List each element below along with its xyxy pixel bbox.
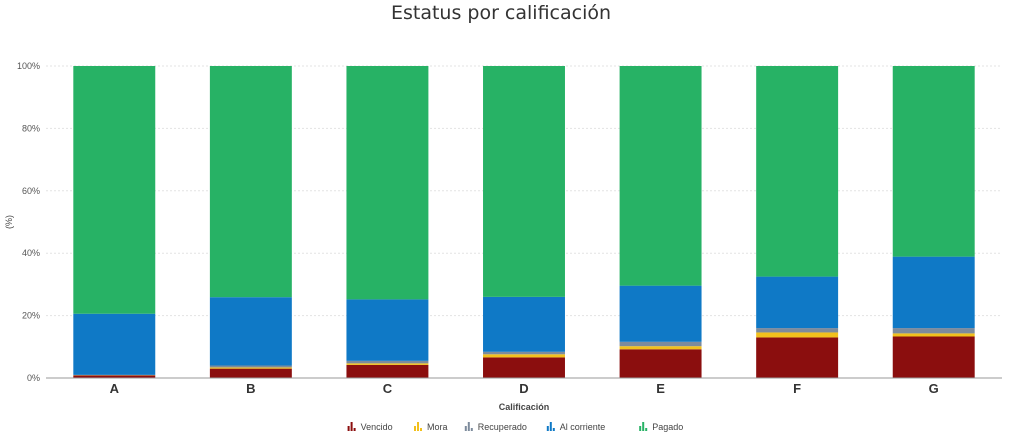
legend-label: Al corriente <box>560 422 606 432</box>
bar-segment-recuperado[interactable] <box>483 351 565 355</box>
legend-item[interactable]: Recuperado <box>464 422 527 432</box>
bar-segment-al-corriente[interactable] <box>756 276 839 329</box>
bar-chart-icon <box>546 422 555 431</box>
bar-segment-pagado[interactable] <box>73 66 156 314</box>
bar-segment-vencido[interactable] <box>346 364 429 378</box>
bar-segment-mora[interactable] <box>619 346 702 350</box>
bar-chart-icon <box>464 422 473 431</box>
bar-segment-vencido[interactable] <box>756 337 839 378</box>
x-tick-label: G <box>929 381 939 396</box>
x-tick-label: E <box>656 381 665 396</box>
legend-item[interactable]: Al corriente <box>546 422 606 432</box>
bar-segment-mora[interactable] <box>346 363 429 365</box>
bar-chart-icon <box>414 422 422 431</box>
bars <box>73 66 975 378</box>
y-tick-label: 100% <box>17 61 40 71</box>
x-tick-label: A <box>110 381 120 396</box>
bar-segment-vencido[interactable] <box>619 349 702 378</box>
bar-segment-mora[interactable] <box>892 333 975 337</box>
chart-title: Estatus por calificación <box>391 2 611 24</box>
bar-segment-al-corriente[interactable] <box>619 285 702 342</box>
y-tick-label: 0% <box>27 373 40 383</box>
legend-label: Vencido <box>361 422 393 432</box>
x-tick-label: B <box>246 381 255 396</box>
bar-chart-icon <box>347 422 356 431</box>
x-axis-label: Calificación <box>499 402 550 412</box>
legend-label: Recuperado <box>478 422 527 432</box>
bar-segment-pagado[interactable] <box>619 66 702 286</box>
bar-segment-mora[interactable] <box>483 354 565 358</box>
bar-segment-vencido[interactable] <box>73 375 156 378</box>
bar-segment-vencido[interactable] <box>483 357 565 378</box>
bar-segment-recuperado[interactable] <box>209 365 292 368</box>
bar-segment-recuperado[interactable] <box>756 328 839 333</box>
legend-item[interactable]: Mora <box>414 422 448 432</box>
y-axis-ticks: 0% 20% 40% 60% 80% 100% <box>17 61 40 383</box>
bar-segment-al-corriente[interactable] <box>73 313 156 375</box>
bar-segment-pagado[interactable] <box>483 66 565 297</box>
bar-segment-al-corriente[interactable] <box>892 256 975 329</box>
x-tick-label: F <box>793 381 801 396</box>
legend-label: Pagado <box>652 422 683 432</box>
bar-chart-icon <box>639 422 648 431</box>
bar-segment-mora[interactable] <box>756 332 839 338</box>
bar-segment-recuperado[interactable] <box>619 341 702 347</box>
bar-segment-pagado[interactable] <box>209 66 292 298</box>
bar-segment-vencido[interactable] <box>209 368 292 378</box>
y-tick-label: 60% <box>22 186 40 196</box>
legend[interactable]: Vencido Mora Recuperado Al corriente Pagado <box>347 422 684 432</box>
y-axis-label: (%) <box>4 215 14 229</box>
y-tick-label: 40% <box>22 248 40 258</box>
bar-segment-mora[interactable] <box>209 367 292 369</box>
x-tick-label: C <box>383 381 393 396</box>
bar-segment-pagado[interactable] <box>892 66 975 257</box>
bar-segment-pagado[interactable] <box>346 66 429 300</box>
bar-segment-pagado[interactable] <box>756 66 839 277</box>
legend-item[interactable]: Vencido <box>347 422 393 432</box>
y-tick-label: 80% <box>22 123 40 133</box>
legend-item[interactable]: Pagado <box>639 422 683 432</box>
y-tick-label: 20% <box>22 311 40 321</box>
bar-segment-al-corriente[interactable] <box>209 297 292 366</box>
legend-label: Mora <box>427 422 448 432</box>
bar-segment-vencido[interactable] <box>892 336 975 378</box>
x-tick-label: D <box>519 381 528 396</box>
bar-segment-recuperado[interactable] <box>892 328 975 334</box>
bar-segment-al-corriente[interactable] <box>483 296 565 352</box>
x-axis-ticks: A B C D E F G <box>110 381 939 396</box>
bar-segment-recuperado[interactable] <box>346 360 429 364</box>
bar-segment-al-corriente[interactable] <box>346 299 429 361</box>
